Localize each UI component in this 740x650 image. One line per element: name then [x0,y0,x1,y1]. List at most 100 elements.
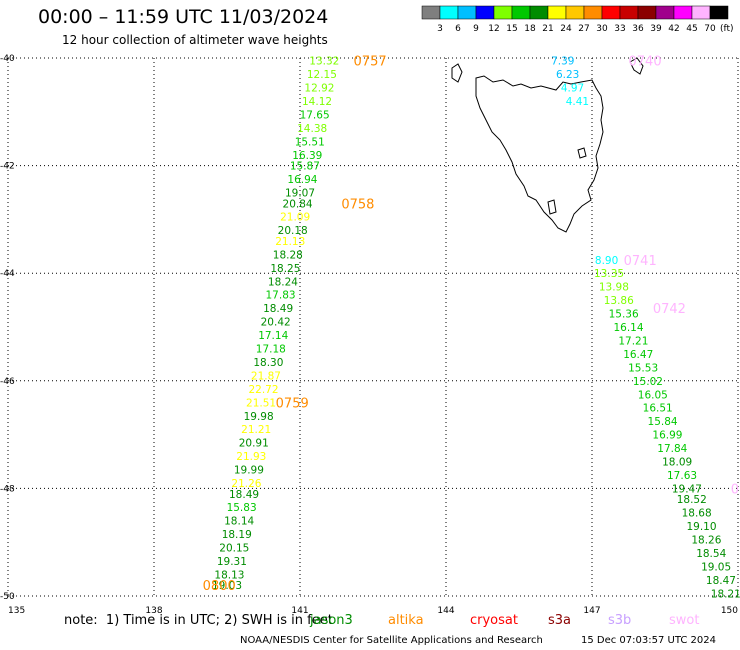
wave-height-label: 18.09 [662,457,692,469]
wave-height-label: 15.84 [648,416,678,428]
wave-height-label: 18.26 [691,535,721,547]
wave-height-label: 14.12 [302,96,332,108]
wave-height-label: 18.52 [677,494,707,506]
wave-height-label: 17.65 [300,109,330,121]
credit-line: NOAA/NESDIS Center for Satellite Applica… [240,635,543,646]
legend-label: 15 [506,24,517,34]
lat-tick-label: -50 [0,592,15,602]
legend-swatch [691,5,711,20]
legend-swatch [655,5,675,20]
lon-tick-label: 147 [583,606,600,616]
tasmania-island [475,75,604,233]
wave-height-label: 21.21 [241,424,271,436]
wave-height-label: 18.13 [214,569,244,581]
legend-label: 24 [560,24,572,34]
wave-height-label: 20.15 [219,543,249,555]
legend-swatch [673,5,693,20]
legend-swatch [709,5,729,20]
lat-tick-label: -40 [0,54,15,64]
wave-height-label: 15.02 [633,376,663,388]
wave-height-label: 16.94 [287,174,317,186]
pass-time-label: 0740 [629,55,662,70]
wave-height-label: 21.26 [231,478,261,490]
wave-height-label: 16.51 [643,403,673,415]
legend-label: 3 [437,24,443,34]
legend-swatch [439,5,459,20]
wave-height-label: 19.03 [212,580,242,592]
wave-height-label: 19.98 [244,411,274,423]
legend-swatch [637,5,657,20]
wave-height-label: 16.39 [292,150,322,162]
pass-time-label: 0743 [731,482,740,497]
legend-swatch [565,5,585,20]
legend-swatch [619,5,639,20]
wave-height-label: 18.14 [224,516,254,528]
legend-label: 27 [578,24,589,34]
wave-height-label: 18.28 [273,249,303,261]
legend-swatch [493,5,513,20]
wave-height-label: 13.32 [309,56,339,68]
legend-swatch [547,5,567,20]
satellite-cryosat: cryosat [470,613,518,628]
wave-height-label: 19.07 [285,188,315,200]
wave-height-label: 13.35 [594,268,624,280]
legend-swatch [529,5,549,20]
wave-height-label: 16.05 [638,389,668,401]
wave-height-label: 16.47 [623,349,653,361]
wave-height-label: 21.09 [280,212,310,224]
wave-height-label: 7.39 [551,56,574,68]
wave-height-label: 20.84 [283,198,313,210]
lon-tick-label: 150 [721,606,738,616]
wave-height-label: 20.42 [261,317,291,329]
legend-label: 42 [668,24,679,34]
satellite-s3b: s3b [608,613,632,628]
wave-height-label: 19.47 [672,483,702,495]
wave-height-label: 6.23 [556,69,579,81]
wave-height-label: 16.14 [613,322,643,334]
wave-height-label: 14.38 [297,123,327,135]
wave-height-label: 13.86 [604,295,634,307]
tasmania-coastline [451,57,644,233]
legend-label: 12 [488,24,499,34]
map-subtitle: 12 hour collection of altimeter wave hei… [62,33,328,47]
wave-height-label: 15.53 [628,362,658,374]
lon-tick-label: 144 [437,606,454,616]
lat-lon-grid [7,57,739,597]
wave-height-label: 18.21 [711,588,740,600]
pass-time-label: 0742 [653,302,686,317]
legend-label: 21 [542,24,553,34]
pass-time-label: 0759 [276,396,309,411]
wave-height-label: 16.99 [652,430,682,442]
lon-tick-label: 138 [145,606,162,616]
wave-height-label: 18.54 [696,548,726,560]
wave-height-label: 17.83 [266,290,296,302]
wave-height-label: 17.21 [618,335,648,347]
legend-swatch [421,5,441,20]
wave-height-label: 21.93 [236,451,266,463]
wave-height-label: 15.83 [227,502,257,514]
legend-label: 30 [596,24,608,34]
map-title: 00:00 – 11:59 UTC 11/03/2024 [38,6,329,28]
pass-time-label: 0800 [203,579,236,594]
legend-label: 70 [704,24,716,34]
lon-tick-label: 141 [291,606,308,616]
color-legend: 3 6 9 12 15 18 21 24 27 30 33 36 39 42 45 70 (ft) [421,5,734,34]
wave-height-label: 18.47 [706,575,736,587]
wave-height-label: 21.13 [275,236,305,248]
satellite-jason3: jason3 [310,613,353,628]
king-island [451,63,463,83]
flinders-island [629,57,644,75]
legend-label: 33 [614,24,625,34]
wave-height-label: 15.87 [290,161,320,173]
satellite-s3a: s3a [548,613,572,628]
wave-height-label: 18.68 [682,508,712,520]
legend-swatch [475,5,495,20]
legend-label: 36 [632,24,644,34]
wave-height-label: 12.92 [304,83,334,95]
wave-height-label: 4.41 [566,96,589,108]
legend-swatch [457,5,477,20]
wave-height-label: 22.72 [248,384,278,396]
